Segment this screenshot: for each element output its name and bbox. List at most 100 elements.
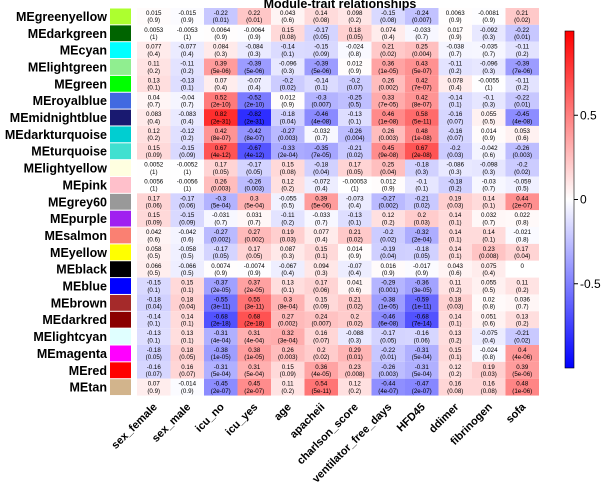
cell-correlation: -0.33 [281, 145, 296, 152]
heatmap-cell [371, 109, 405, 126]
cell-correlation: -0.098 [480, 162, 498, 169]
cell-pvalue: (0.003) [244, 186, 264, 193]
cell-pvalue: (0.5) [147, 253, 160, 260]
cell-correlation: 0.0053 [144, 27, 163, 34]
heatmap-cell [137, 294, 171, 312]
heatmap-cell [237, 125, 271, 143]
cell-correlation: -0.073 [346, 195, 364, 202]
heatmap-cell [237, 227, 271, 244]
cell-correlation: 0.3 [250, 195, 259, 202]
cell-pvalue: (0.01) [514, 101, 530, 108]
cell-pvalue: (0.7) [482, 51, 495, 58]
cell-pvalue: (5e-11) [412, 118, 432, 125]
cell-pvalue: (1e-06) [512, 388, 532, 395]
cell-correlation: 0.066 [146, 263, 162, 270]
column-label: age [272, 401, 294, 423]
cell-correlation: -0.18 [147, 296, 162, 303]
cell-correlation: -0.0052 [177, 162, 199, 169]
heatmap-cell [304, 345, 338, 362]
cell-pvalue: (0.2) [516, 287, 529, 294]
heatmap-cell [371, 41, 405, 59]
cell-correlation: -0.21 [348, 145, 363, 152]
cell-pvalue: (0.9) [415, 270, 428, 277]
colorbar-tick-label: 0 [580, 193, 587, 207]
cell-correlation: -0.59 [415, 296, 430, 303]
heatmap-cell [438, 75, 472, 93]
cell-pvalue: (0.9) [281, 101, 294, 108]
heatmap-cell [472, 294, 506, 312]
module-swatch [110, 109, 131, 126]
cell-correlation: 0.39 [215, 61, 228, 68]
row-label: MElightcyan [33, 330, 107, 344]
cell-correlation: -0.29 [381, 280, 396, 287]
heatmap-cell [438, 193, 472, 211]
cell-pvalue: (0.2) [181, 68, 194, 75]
cell-pvalue: (0.4) [348, 270, 361, 277]
cell-pvalue: (0.004) [345, 135, 365, 142]
heatmap-cell [338, 193, 372, 211]
cell-correlation: 0.014 [347, 246, 363, 253]
cell-pvalue: (0.05) [246, 169, 262, 176]
cell-pvalue: (0.09) [179, 152, 195, 159]
cell-pvalue: (4e-06) [512, 354, 532, 361]
cell-pvalue: (0.5) [348, 101, 361, 108]
cell-correlation: -0.2 [349, 77, 360, 84]
cell-pvalue: (0.08) [313, 17, 329, 24]
cell-correlation: 0.2 [350, 313, 359, 320]
heatmap-cell [237, 311, 271, 329]
heatmap-cell [371, 345, 405, 362]
heatmap-cell [338, 75, 372, 93]
cell-correlation: 0.19 [282, 229, 295, 236]
heatmap-cell [204, 243, 238, 261]
cell-pvalue: (0.7) [482, 186, 495, 193]
row-label: MEyellow [50, 246, 107, 260]
cell-pvalue: (1) [150, 169, 158, 176]
cell-correlation: 0.26 [382, 77, 395, 84]
module-swatch [110, 126, 131, 143]
heatmap-cell [438, 311, 472, 329]
cell-pvalue: (0.09) [146, 219, 162, 226]
cell-correlation: 0.055 [481, 280, 497, 287]
cell-pvalue: (2e-05) [244, 287, 264, 294]
cell-pvalue: (0.9) [348, 253, 361, 260]
cell-pvalue: (0.4) [214, 85, 227, 92]
cell-pvalue: (0.9) [214, 34, 227, 41]
cell-correlation: 0.14 [315, 10, 328, 17]
cell-correlation: 0.084 [213, 44, 229, 51]
heatmap-cell [472, 109, 506, 126]
colorbar-tick-label: -0.5 [580, 277, 601, 291]
heatmap-cell [371, 210, 405, 228]
cell-correlation: -0.45 [515, 111, 530, 118]
heatmap-cell [338, 109, 372, 126]
cell-pvalue: (0.6) [449, 270, 462, 277]
heatmap-cell [438, 345, 472, 362]
heatmap-cell [438, 24, 472, 42]
cell-pvalue: (0.01) [380, 354, 396, 361]
cell-correlation: 0.0074 [211, 263, 230, 270]
cell-pvalue: (0.8) [482, 304, 495, 311]
cell-correlation: -0.47 [415, 381, 430, 388]
heatmap-cell [472, 176, 506, 194]
cell-pvalue: (0.002) [378, 203, 398, 210]
cell-pvalue: (0.06) [414, 337, 430, 344]
heatmap-cell [271, 109, 305, 126]
heatmap-cell [271, 328, 305, 345]
cell-pvalue: (7e-07) [412, 85, 432, 92]
heatmap-cell [472, 41, 506, 59]
cell-pvalue: (0.2) [516, 51, 529, 58]
cell-correlation: -0.096 [279, 61, 297, 68]
cell-correlation: 0.19 [449, 195, 462, 202]
heatmap-cell [204, 75, 238, 93]
cell-pvalue: (0.08) [280, 34, 296, 41]
cell-correlation: -0.35 [314, 145, 329, 152]
cell-correlation: 0.37 [248, 280, 261, 287]
cell-correlation: 0.22 [248, 10, 261, 17]
cell-correlation: 0.14 [449, 246, 462, 253]
cell-correlation: -0.26 [515, 145, 530, 152]
heatmap-cell [170, 311, 204, 329]
cell-correlation: 0.02 [483, 296, 496, 303]
heatmap-cell [170, 58, 204, 76]
cell-correlation: 0.15 [282, 27, 295, 34]
module-swatch [110, 92, 131, 109]
